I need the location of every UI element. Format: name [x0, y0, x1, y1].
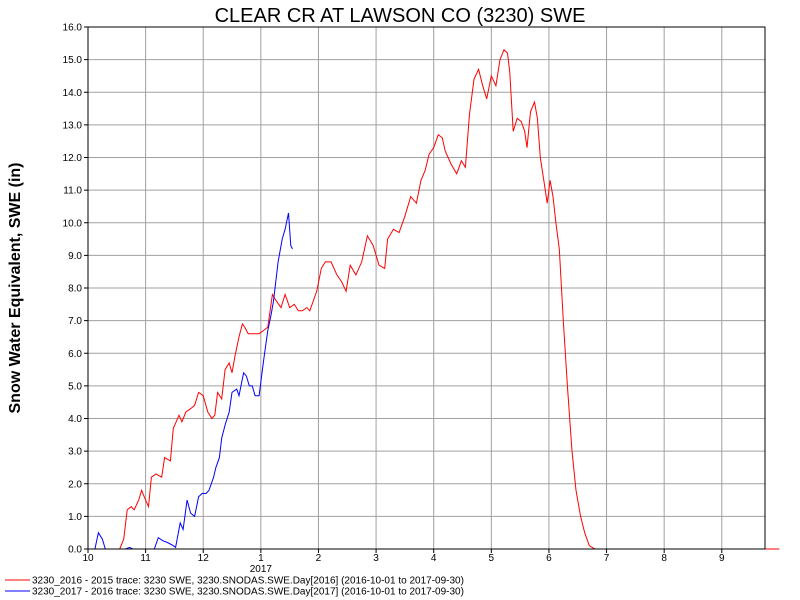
- x-tick-label: 6: [546, 553, 552, 564]
- y-tick-label: 5.0: [68, 381, 82, 392]
- legend-label-1: 3230_2016 - 2015 trace: 3230 SWE, 3230.S…: [32, 576, 464, 587]
- y-tick-label: 0.0: [68, 545, 82, 556]
- x-tick-label: 12: [198, 553, 210, 564]
- y-tick-label: 13.0: [63, 120, 83, 131]
- grid: [87, 26, 765, 550]
- x-year-label: 2017: [250, 564, 273, 575]
- y-tick-label: 11.0: [63, 186, 82, 197]
- x-tick-label: 11: [140, 553, 151, 564]
- series-line-2: [94, 212, 293, 550]
- x-tick-label: 3: [373, 553, 379, 564]
- y-tick-label: 1.0: [68, 512, 82, 523]
- y-tick-label: 2.0: [68, 479, 82, 490]
- x-tick-label: 8: [661, 553, 667, 564]
- y-tick-label: 7.0: [68, 316, 82, 327]
- series-line-1: [88, 48, 780, 550]
- y-tick-label: 4.0: [68, 414, 82, 425]
- series-lines: [88, 48, 780, 550]
- x-tick-label: 9: [719, 553, 725, 564]
- y-tick-label: 8.0: [68, 284, 82, 295]
- y-tick-label: 6.0: [68, 349, 82, 360]
- x-tick-label: 10: [82, 553, 94, 564]
- y-tick-label: 3.0: [68, 447, 82, 458]
- legend-label-2: 3230_2017 - 2016 trace: 3230 SWE, 3230.S…: [32, 587, 464, 598]
- x-tick-label: 2: [316, 553, 322, 564]
- y-tick-label: 10.0: [63, 218, 83, 229]
- legend: 3230_2016 - 2015 trace: 3230 SWE, 3230.S…: [5, 576, 464, 598]
- y-tick-label: 15.0: [63, 55, 83, 66]
- x-tick-label: 1: [258, 553, 264, 564]
- x-tick-label: 4: [431, 553, 437, 564]
- y-tick-label: 9.0: [68, 251, 82, 262]
- y-tick-label: 14.0: [63, 88, 83, 99]
- y-axis-ticks: 0.0 1.0 2.0 3.0 4.0 5.0 6.0 7.0 8.0 9.0 10.0 11.0 12…: [63, 23, 88, 556]
- x-tick-label: 7: [604, 553, 610, 564]
- y-tick-label: 16.0: [63, 23, 83, 34]
- plot-border: [87, 26, 766, 550]
- x-tick-label: 5: [489, 553, 495, 564]
- y-axis-label: Snow Water Equivalent, SWE (in): [7, 163, 24, 414]
- y-tick-label: 12.0: [63, 153, 83, 164]
- chart-title: CLEAR CR AT LAWSON CO (3230) SWE: [215, 5, 586, 27]
